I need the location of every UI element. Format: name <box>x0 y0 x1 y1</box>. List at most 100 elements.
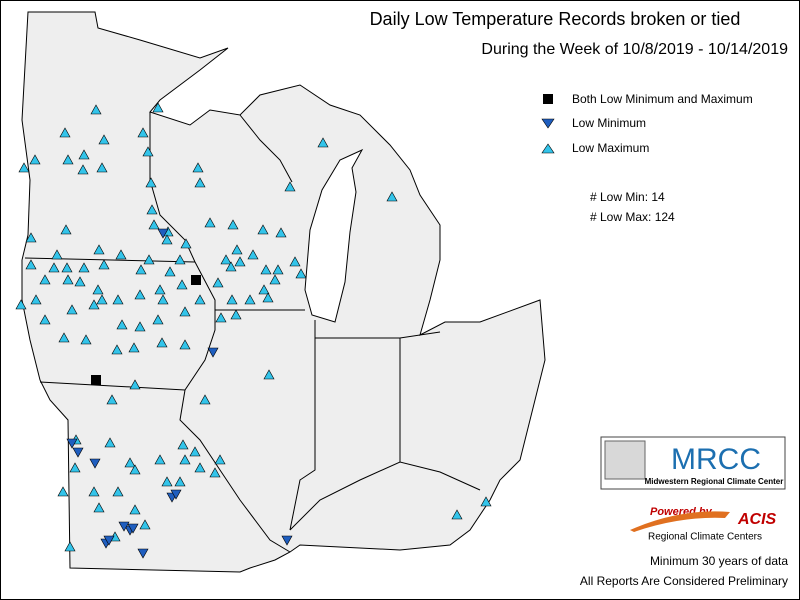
low-maximum-marker <box>164 266 176 277</box>
low-maximum-marker <box>61 262 73 273</box>
low-maximum-marker <box>226 294 238 305</box>
legend-square <box>543 94 553 104</box>
low-maximum-marker <box>64 541 76 552</box>
low-maximum-marker <box>317 137 329 148</box>
count-text: # Low Min: 14 <box>590 190 665 204</box>
low-maximum-marker <box>179 454 191 465</box>
low-maximum-marker <box>29 154 41 165</box>
low-maximum-marker <box>262 292 274 303</box>
low-maximum-marker <box>260 264 272 275</box>
low-maximum-marker <box>15 299 27 310</box>
low-maximum-marker <box>51 249 63 260</box>
low-minimum-marker <box>170 489 182 500</box>
logo-subtitle: Midwestern Regional Climate Center <box>645 477 784 486</box>
low-maximum-marker <box>263 369 275 380</box>
footer-text: Minimum 30 years of data <box>650 554 788 568</box>
acis-logo: Powered by ACIS Regional Climate Centers <box>630 506 777 543</box>
low-maximum-marker <box>257 224 269 235</box>
low-maximum-marker <box>62 274 74 285</box>
low-maximum-marker <box>176 279 188 290</box>
state-lines <box>24 112 481 553</box>
low-maximum-marker <box>189 446 201 457</box>
low-minimum-marker <box>127 523 139 534</box>
acis-brand: ACIS <box>737 511 777 528</box>
low-maximum-marker <box>98 134 110 145</box>
low-maximum-marker <box>146 204 158 215</box>
low-maximum-marker <box>137 127 149 138</box>
low-maximum-marker <box>93 502 105 513</box>
low-maximum-marker <box>98 259 110 270</box>
low-maximum-marker <box>480 496 492 507</box>
low-maximum-marker <box>62 154 74 165</box>
subtitle: During the Week of 10/8/2019 - 10/14/201… <box>481 41 788 58</box>
low-maximum-marker <box>90 104 102 115</box>
low-maximum-marker <box>92 284 104 295</box>
low-maximum-marker <box>48 262 60 273</box>
low-maximum-marker <box>58 332 70 343</box>
legend-down-triangle <box>541 118 555 129</box>
low-maximum-marker <box>143 254 155 265</box>
low-maximum-marker <box>129 379 141 390</box>
low-maximum-marker <box>135 264 147 275</box>
low-maximum-marker <box>284 181 296 192</box>
low-maximum-marker <box>134 321 146 332</box>
low-maximum-marker <box>66 304 78 315</box>
legend-label: Low Maximum <box>572 141 649 155</box>
low-maximum-marker <box>88 299 100 310</box>
low-minimum-marker <box>207 347 219 358</box>
low-maximum-marker <box>180 238 192 249</box>
low-maximum-marker <box>192 162 204 173</box>
low-maximum-marker <box>57 486 69 497</box>
low-maximum-marker <box>231 244 243 255</box>
low-maximum-marker <box>154 454 166 465</box>
low-maximum-marker <box>78 262 90 273</box>
low-maximum-marker <box>258 284 270 295</box>
logo-map <box>604 440 646 480</box>
low-maximum-marker <box>112 294 124 305</box>
low-maximum-marker <box>234 256 246 267</box>
low-minimum-marker <box>157 228 169 239</box>
low-minimum-marker <box>137 548 149 559</box>
count-text: # Low Max: 124 <box>590 210 675 224</box>
low-maximum-marker <box>230 309 242 320</box>
low-maximum-marker <box>194 294 206 305</box>
low-maximum-marker <box>74 276 86 287</box>
low-maximum-marker <box>152 102 164 113</box>
low-maximum-marker <box>116 319 128 330</box>
low-maximum-marker <box>18 162 30 173</box>
low-maximum-marker <box>106 394 118 405</box>
low-maximum-marker <box>59 127 71 138</box>
lake-michigan <box>304 148 364 323</box>
low-minimum-marker <box>66 438 78 449</box>
low-maximum-marker <box>145 177 157 188</box>
logo-title: MRCC <box>671 443 761 476</box>
acis-subtitle: Regional Climate Centers <box>648 532 762 543</box>
acis-swoosh <box>630 511 730 532</box>
low-maximum-marker <box>295 268 307 279</box>
legend-label: Low Minimum <box>572 116 646 130</box>
low-maximum-marker <box>69 462 81 473</box>
low-maximum-marker <box>194 462 206 473</box>
low-maximum-marker <box>25 232 37 243</box>
low-maximum-marker <box>96 162 108 173</box>
low-maximum-marker <box>39 274 51 285</box>
footer-text: All Reports Are Considered Preliminary <box>580 574 788 588</box>
low-maximum-marker <box>161 476 173 487</box>
low-maximum-marker <box>179 339 191 350</box>
mrcc-logo: MRCC Midwestern Regional Climate Center <box>600 436 786 490</box>
low-maximum-marker <box>129 464 141 475</box>
low-maximum-marker <box>134 289 146 300</box>
low-maximum-marker <box>30 294 42 305</box>
low-maximum-marker <box>194 177 206 188</box>
low-maximum-marker <box>156 337 168 348</box>
low-maximum-marker <box>115 249 127 260</box>
legend-label: Both Low Minimum and Maximum <box>572 92 753 106</box>
both-marker <box>91 375 101 385</box>
low-maximum-marker <box>60 224 72 235</box>
low-maximum-marker <box>154 284 166 295</box>
low-maximum-marker <box>244 294 256 305</box>
low-maximum-marker <box>289 256 301 267</box>
low-maximum-marker <box>139 519 151 530</box>
low-maximum-marker <box>177 439 189 450</box>
